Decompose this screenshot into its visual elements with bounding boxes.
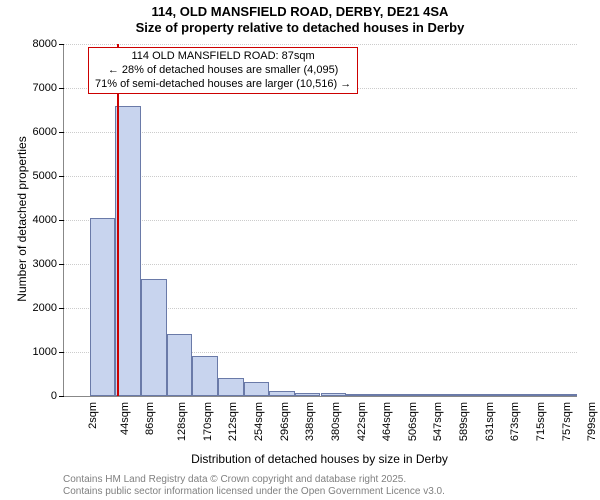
x-tick-label: 757sqm: [561, 402, 573, 441]
chart-title: 114, OLD MANSFIELD ROAD, DERBY, DE21 4SA…: [0, 0, 600, 35]
x-tick-label: 128sqm: [176, 402, 188, 441]
x-tick-label: 2sqm: [87, 402, 99, 429]
histogram-bar: [423, 394, 449, 396]
y-tick-label: 2000: [33, 302, 57, 314]
y-tick: [59, 220, 64, 221]
histogram-bar: [141, 279, 167, 396]
histogram-bar: [244, 382, 270, 396]
x-tick-label: 589sqm: [458, 402, 470, 441]
histogram-bar: [526, 394, 552, 396]
grid-line: [64, 176, 577, 177]
footer-line1: Contains HM Land Registry data © Crown c…: [63, 474, 445, 486]
y-tick-label: 5000: [33, 170, 57, 182]
title-line2: Size of property relative to detached ho…: [0, 20, 600, 36]
x-tick-label: 338sqm: [304, 402, 316, 441]
y-tick: [59, 308, 64, 309]
y-tick-label: 8000: [33, 38, 57, 50]
grid-line: [64, 220, 577, 221]
x-tick-label: 631sqm: [484, 402, 496, 441]
x-tick-label: 170sqm: [202, 402, 214, 441]
histogram-bar: [167, 334, 193, 396]
histogram-bar: [192, 356, 218, 396]
annotation-line2: ← 28% of detached houses are smaller (4,…: [95, 64, 351, 78]
x-axis-title: Distribution of detached houses by size …: [63, 452, 576, 466]
y-tick: [59, 44, 64, 45]
y-tick-label: 4000: [33, 214, 57, 226]
grid-line: [64, 44, 577, 45]
histogram-bar: [474, 394, 500, 396]
chart-container: 114, OLD MANSFIELD ROAD, DERBY, DE21 4SA…: [0, 0, 600, 500]
histogram-bar: [551, 394, 577, 396]
y-tick-label: 6000: [33, 126, 57, 138]
x-tick-label: 799sqm: [586, 402, 598, 441]
histogram-bar: [321, 393, 347, 396]
annotation-box: 114 OLD MANSFIELD ROAD: 87sqm ← 28% of d…: [88, 47, 358, 94]
footer-line2: Contains public sector information licen…: [63, 486, 445, 498]
y-tick: [59, 88, 64, 89]
histogram-bar: [115, 106, 141, 396]
x-tick-label: 212sqm: [227, 402, 239, 441]
grid-line: [64, 132, 577, 133]
footer-credits: Contains HM Land Registry data © Crown c…: [63, 474, 445, 498]
y-tick: [59, 396, 64, 397]
histogram-bar: [269, 391, 295, 396]
x-tick-label: 547sqm: [433, 402, 445, 441]
histogram-bar: [372, 394, 398, 396]
histogram-bar: [90, 218, 116, 396]
y-tick: [59, 132, 64, 133]
x-tick-label: 464sqm: [381, 402, 393, 441]
histogram-bar: [397, 394, 423, 396]
y-tick: [59, 352, 64, 353]
histogram-bar: [346, 394, 372, 396]
x-tick-label: 254sqm: [253, 402, 265, 441]
y-tick-label: 3000: [33, 258, 57, 270]
y-axis-title: Number of detached properties: [15, 129, 29, 309]
y-tick-label: 1000: [33, 346, 57, 358]
highlight-line: [117, 44, 119, 396]
annotation-line3: 71% of semi-detached houses are larger (…: [95, 78, 351, 92]
grid-line: [64, 264, 577, 265]
x-tick-label: 673sqm: [510, 402, 522, 441]
histogram-bar: [449, 394, 475, 396]
x-tick-label: 715sqm: [535, 402, 547, 441]
x-tick-label: 422sqm: [356, 402, 368, 441]
y-tick: [59, 176, 64, 177]
x-tick-label: 380sqm: [330, 402, 342, 441]
x-tick-label: 296sqm: [279, 402, 291, 441]
histogram-bar: [218, 378, 244, 396]
title-line1: 114, OLD MANSFIELD ROAD, DERBY, DE21 4SA: [0, 4, 600, 20]
y-tick-label: 0: [51, 390, 57, 402]
annotation-line1: 114 OLD MANSFIELD ROAD: 87sqm: [95, 50, 351, 64]
x-tick-label: 86sqm: [144, 402, 156, 435]
histogram-bar: [500, 394, 526, 396]
x-tick-label: 44sqm: [119, 402, 131, 435]
x-tick-label: 506sqm: [407, 402, 419, 441]
plot-area: [63, 44, 577, 397]
histogram-bar: [295, 393, 321, 396]
y-tick-label: 7000: [33, 82, 57, 94]
y-tick: [59, 264, 64, 265]
